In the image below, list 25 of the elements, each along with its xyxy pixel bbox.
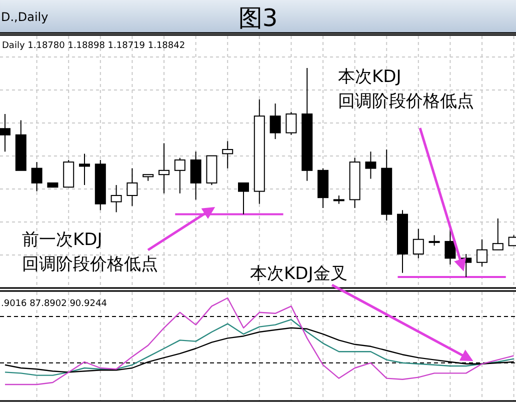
candlestick	[79, 153, 90, 186]
candlestick	[238, 182, 249, 215]
text: D.,Daily	[1, 10, 48, 24]
annotation: 前一次KDJ 回调阶段价格低点	[22, 230, 158, 275]
chart-title: 图3	[238, 4, 278, 32]
text: Daily 1.18780 1.18898 1.18719 1.18842	[2, 41, 186, 51]
candlestick	[190, 151, 202, 200]
candlestick	[428, 234, 440, 246]
candlestick	[286, 111, 297, 136]
candlestick	[222, 140, 234, 169]
candlestick	[158, 142, 170, 194]
candlestick	[0, 113, 10, 152]
annotation: .9016 87.8902 90.9244	[1, 299, 108, 309]
candlestick	[444, 228, 456, 265]
candlestick	[110, 184, 122, 213]
candlestick	[174, 157, 186, 194]
candlestick	[492, 218, 504, 250]
annotation: 本次KDJ 回调阶段价格低点	[338, 67, 474, 112]
candlestick	[31, 162, 42, 192]
candlestick	[412, 228, 424, 259]
candlestick	[365, 151, 376, 180]
candlestick	[270, 103, 281, 140]
candlestick	[126, 168, 138, 206]
candlestick	[476, 238, 488, 268]
annotation: 本次KDJ金叉	[250, 264, 348, 284]
